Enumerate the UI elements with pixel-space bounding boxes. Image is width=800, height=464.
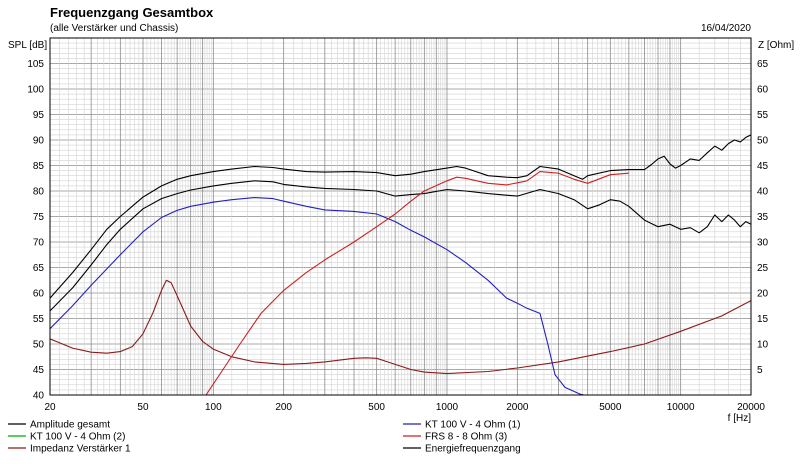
y-left-tick-label: 80 [33,187,45,198]
x-tick-label: 10000 [667,402,695,413]
chart-subtitle: (alle Verstärker und Chassis) [50,23,178,34]
y-left-tick-label: 100 [27,85,44,96]
legend-entry: FRS 8 - 8 Ohm (3) [425,432,507,443]
legend-entry: KT 100 V - 4 Ohm (1) [425,420,520,431]
y-right-tick-label: 60 [757,85,769,96]
x-axis-label: f [Hz] [728,413,752,424]
y-right-tick-label: 20 [757,289,769,300]
y-left-tick-label: 60 [33,289,45,300]
y-right-tick-label: 55 [757,110,769,121]
series-line-2 [50,279,751,375]
y-left-tick-label: 95 [33,110,45,121]
chart-date: 16/04/2020 [701,23,751,34]
grid [50,38,751,395]
x-tick-label: 2000 [506,402,529,413]
y-right-tick-label: 45 [757,161,769,172]
x-tick-label: 100 [205,402,222,413]
x-tick-label: 5000 [599,402,622,413]
legend-entry: Impedanz Verstärker 1 [30,444,131,455]
y-right-tick-label: 15 [757,314,769,325]
y-left-tick-label: 55 [33,314,45,325]
x-tick-label: 50 [137,402,149,413]
tick-labels: 20 50 100 200 500 1000 2000 5000 10000 20000 40 45 5… [27,59,768,413]
y-axis-right-label: Z [Ohm] [758,40,794,51]
y-left-tick-label: 105 [27,59,44,70]
legend-entry: KT 100 V - 4 Ohm (2) [30,432,125,443]
y-right-tick-label: 10 [757,340,769,351]
y-right-tick-label: 35 [757,212,769,223]
series-line-3 [50,197,586,395]
y-right-tick-label: 25 [757,263,769,274]
x-tick-label: 20000 [737,402,765,413]
y-left-tick-label: 65 [33,263,45,274]
x-tick-label: 500 [368,402,385,413]
x-tick-label: 1000 [436,402,459,413]
y-left-tick-label: 45 [33,365,45,376]
chart-title: Frequenzgang Gesamtbox [50,5,214,20]
y-left-tick-label: 40 [33,391,45,402]
y-right-tick-label: 50 [757,136,769,147]
y-left-tick-label: 50 [33,340,45,351]
y-axis-left-label: SPL [dB] [8,40,47,51]
series-lines [50,134,751,395]
y-left-tick-label: 70 [33,238,45,249]
legend-entry: Energiefrequenzgang [425,444,521,455]
series-line-5 [50,134,751,299]
y-left-tick-label: 90 [33,136,45,147]
series-line-0 [50,180,751,312]
x-tick-label: 20 [44,402,56,413]
x-tick-label: 200 [275,402,292,413]
y-right-tick-label: 5 [757,365,763,376]
y-right-tick-label: 40 [757,187,769,198]
plot-frame [49,37,752,396]
series-line-4 [205,171,629,395]
legend-entry: Amplitude gesamt [30,420,110,431]
y-right-tick-label: 65 [757,59,769,70]
y-left-tick-label: 85 [33,161,45,172]
y-left-tick-label: 75 [33,212,45,223]
y-right-tick-label: 30 [757,238,769,249]
